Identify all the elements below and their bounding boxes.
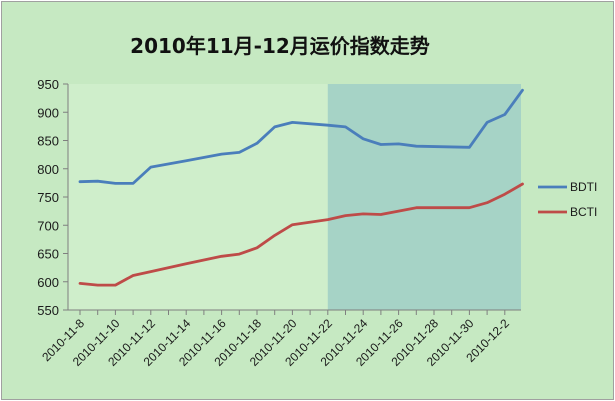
chart-title: 2010年11月-12月运价指数走势 xyxy=(130,34,430,58)
highlight-band xyxy=(327,84,521,310)
y-tick-label: 550 xyxy=(37,303,59,318)
y-tick-label: 950 xyxy=(37,77,59,92)
y-axis: 550 600 650 700 750 800 850 900 950 xyxy=(37,77,69,318)
y-tick-label: 600 xyxy=(37,275,59,290)
legend: BDTI BCTI xyxy=(538,180,597,219)
series-line-bcti xyxy=(78,182,524,287)
legend-label-bdti: BDTI xyxy=(570,180,597,194)
legend-label-bcti: BCTI xyxy=(570,205,597,219)
y-tick-label: 900 xyxy=(37,105,59,120)
y-tick-label: 800 xyxy=(37,162,59,177)
y-tick-label: 750 xyxy=(37,190,59,205)
y-tick-label: 850 xyxy=(37,134,59,149)
series-layer xyxy=(78,88,524,287)
series-line-bdti xyxy=(78,88,524,185)
y-tick-label: 700 xyxy=(37,218,59,233)
y-tick-label: 650 xyxy=(37,247,59,262)
